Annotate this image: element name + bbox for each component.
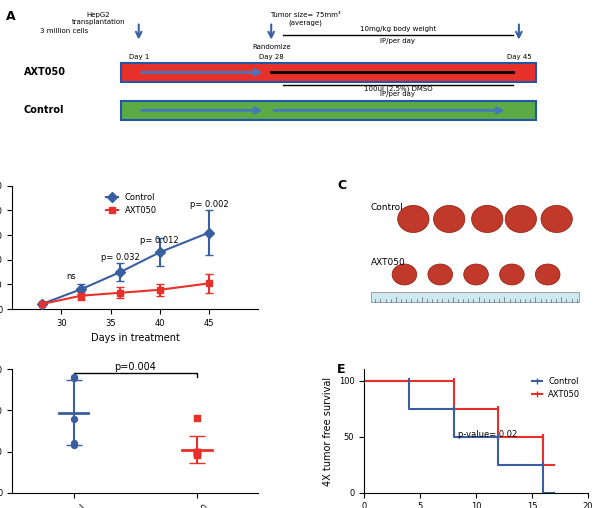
Text: Randomize: Randomize: [252, 44, 290, 50]
Text: AXT050: AXT050: [23, 68, 65, 77]
Text: p-value= 0.02: p-value= 0.02: [458, 430, 517, 439]
Control: [495, 434, 502, 440]
Point: [69, 373, 79, 381]
Text: Control: Control: [23, 105, 64, 115]
Control: [551, 490, 558, 496]
Point: [69, 415, 79, 423]
AXT050: [450, 405, 457, 411]
Text: p=0.004: p=0.004: [114, 362, 156, 372]
X-axis label: Days in treatment: Days in treatment: [91, 333, 179, 343]
Point: [192, 449, 202, 457]
Control: [539, 462, 547, 468]
Text: C: C: [337, 179, 346, 193]
Control: [495, 462, 502, 468]
Text: ns: ns: [66, 272, 76, 281]
AXT050: [495, 405, 502, 411]
Text: Tumor size= 75mm³
(average): Tumor size= 75mm³ (average): [271, 13, 341, 26]
AXT050: [539, 462, 547, 468]
Text: Day 28: Day 28: [259, 54, 284, 60]
Text: 10mg/kg body weight: 10mg/kg body weight: [360, 25, 436, 31]
Text: IP/per day: IP/per day: [380, 38, 415, 44]
Ellipse shape: [398, 205, 429, 233]
AXT050: [450, 377, 457, 384]
Bar: [121, 63, 536, 82]
AXT050: [539, 434, 547, 440]
Text: p= 0.032: p= 0.032: [101, 253, 140, 262]
Text: IP/per day: IP/per day: [380, 91, 415, 97]
Legend: Control, AXT050: Control, AXT050: [103, 190, 160, 218]
Text: Day 1: Day 1: [128, 54, 149, 60]
Control: [539, 490, 547, 496]
AXT050: [495, 434, 502, 440]
Control: [405, 405, 412, 411]
Point: [192, 414, 202, 422]
Bar: [371, 292, 579, 302]
Point: [192, 451, 202, 459]
Y-axis label: 4X tumor free survival: 4X tumor free survival: [323, 376, 333, 486]
Ellipse shape: [472, 205, 503, 233]
Text: 3 million cells: 3 million cells: [40, 28, 88, 34]
Ellipse shape: [505, 205, 536, 233]
Text: E: E: [337, 363, 346, 376]
Point: [192, 448, 202, 456]
Point: [69, 374, 79, 383]
Point: [69, 440, 79, 449]
Text: AXT050: AXT050: [371, 258, 406, 267]
Text: Control: Control: [371, 203, 404, 212]
Text: HepG2
transplantation: HepG2 transplantation: [71, 13, 125, 25]
Point: [192, 450, 202, 458]
Control: [405, 377, 412, 384]
Line: Control: Control: [364, 380, 554, 493]
Text: Day 45: Day 45: [506, 54, 531, 60]
Ellipse shape: [428, 264, 452, 285]
Bar: [121, 101, 536, 119]
Control: [450, 405, 457, 411]
Line: AXT050: AXT050: [364, 380, 554, 465]
Ellipse shape: [541, 205, 572, 233]
Text: p= 0.002: p= 0.002: [190, 200, 229, 209]
Ellipse shape: [535, 264, 560, 285]
Text: 100ul (2.5%) DMSO: 100ul (2.5%) DMSO: [364, 85, 432, 92]
AXT050: [551, 462, 558, 468]
Control: [450, 434, 457, 440]
Point: [192, 448, 202, 456]
Point: [69, 439, 79, 448]
Text: A: A: [6, 10, 16, 23]
AXT050: [361, 377, 368, 384]
Ellipse shape: [434, 205, 465, 233]
Control: [361, 377, 368, 384]
Ellipse shape: [392, 264, 417, 285]
Text: p= 0.012: p= 0.012: [140, 236, 179, 245]
Ellipse shape: [464, 264, 488, 285]
Legend: Control, AXT050: Control, AXT050: [529, 373, 584, 402]
Ellipse shape: [500, 264, 524, 285]
